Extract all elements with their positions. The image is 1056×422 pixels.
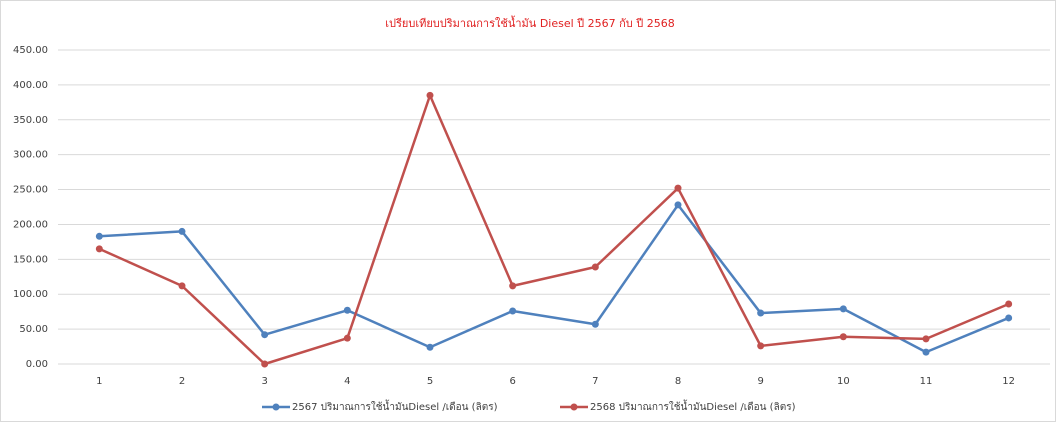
legend-marker bbox=[272, 403, 280, 411]
point bbox=[922, 348, 930, 356]
point bbox=[261, 360, 269, 368]
x-tick-label: 5 bbox=[427, 376, 433, 387]
point bbox=[426, 91, 434, 99]
series-line bbox=[99, 203, 1010, 354]
point bbox=[509, 282, 517, 290]
y-tick-label: 200.00 bbox=[13, 219, 48, 230]
point bbox=[757, 342, 765, 350]
legend-label: 2568 ปริมาณการใช้น้ำมันDiesel /เดือน (ลิ… bbox=[590, 399, 796, 413]
x-tick-label: 12 bbox=[1002, 376, 1015, 387]
point bbox=[178, 227, 186, 235]
y-tick-label: 300.00 bbox=[13, 150, 48, 161]
point bbox=[1005, 300, 1013, 308]
point bbox=[343, 334, 351, 342]
x-tick-label: 2 bbox=[179, 376, 185, 387]
y-tick-label: 150.00 bbox=[13, 254, 48, 265]
y-tick-label: 450.00 bbox=[13, 45, 48, 56]
y-tick-label: 400.00 bbox=[13, 80, 48, 91]
point bbox=[426, 343, 434, 351]
point bbox=[178, 282, 186, 290]
chart-title: เปรียบเทียบปริมาณการใช้น้ำมัน Diesel ปี … bbox=[385, 15, 675, 30]
x-tick-label: 7 bbox=[592, 376, 598, 387]
x-tick-label: 4 bbox=[344, 376, 350, 387]
point bbox=[1005, 314, 1013, 322]
legend-marker bbox=[570, 403, 578, 411]
point bbox=[674, 201, 682, 209]
x-tick-label: 3 bbox=[261, 376, 267, 387]
y-tick-label: 50.00 bbox=[19, 324, 48, 335]
point bbox=[674, 184, 682, 192]
y-tick-label: 250.00 bbox=[13, 185, 48, 196]
x-tick-label: 8 bbox=[675, 376, 681, 387]
point bbox=[261, 331, 269, 339]
y-tick-label: 350.00 bbox=[13, 115, 48, 126]
point bbox=[757, 309, 765, 317]
y-tick-label: 100.00 bbox=[13, 289, 48, 300]
point bbox=[95, 232, 103, 240]
point bbox=[509, 307, 517, 315]
point bbox=[591, 320, 599, 328]
x-tick-label: 10 bbox=[837, 376, 850, 387]
x-tick-label: 1 bbox=[96, 376, 102, 387]
legend-label: 2567 ปริมาณการใช้น้ำมันDiesel /เดือน (ลิ… bbox=[292, 399, 498, 413]
x-tick-label: 9 bbox=[757, 376, 763, 387]
point bbox=[839, 333, 847, 341]
point bbox=[95, 245, 103, 253]
point bbox=[839, 305, 847, 313]
point bbox=[922, 335, 930, 343]
y-tick-label: 0.00 bbox=[26, 359, 48, 370]
point bbox=[591, 263, 599, 271]
point bbox=[343, 306, 351, 314]
x-tick-label: 11 bbox=[920, 376, 933, 387]
series-line bbox=[98, 94, 1010, 366]
x-tick-label: 6 bbox=[509, 376, 515, 387]
